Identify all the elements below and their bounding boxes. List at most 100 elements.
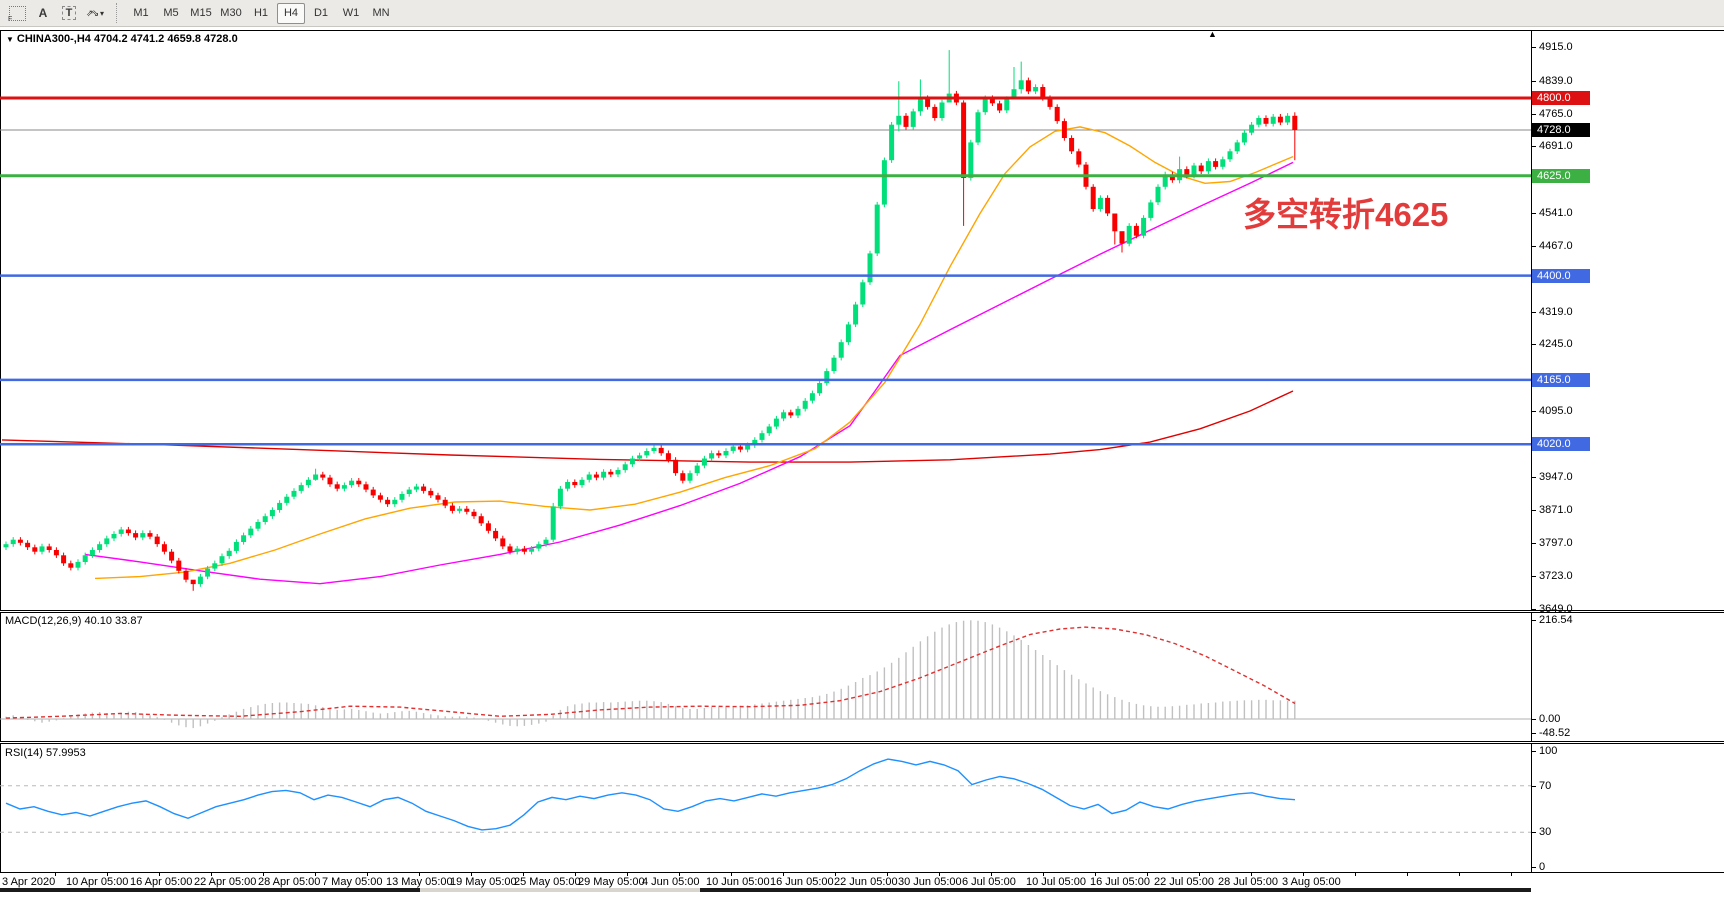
date-label: 10 Apr 05:00 <box>66 876 129 888</box>
timeframe-button-m1[interactable]: M1 <box>133 6 149 19</box>
chart-shift-marker-icon[interactable]: ▲ <box>1208 29 1217 39</box>
date-tick-mark <box>315 873 316 876</box>
timeframe-button-w1[interactable]: W1 <box>342 6 360 19</box>
macd-histogram-bar <box>134 712 137 719</box>
candle-body <box>759 433 765 440</box>
timeframe-button-m15[interactable]: M15 <box>190 6 212 19</box>
price-tick-label: 4839.0 <box>1539 75 1573 87</box>
horizontal-scrollbar-thumb[interactable] <box>420 888 700 892</box>
date-label: 25 May 05:00 <box>514 876 581 888</box>
candle-body <box>860 282 866 305</box>
candle-body <box>1097 197 1103 209</box>
candle-body <box>1119 231 1125 244</box>
macd-histogram-bar <box>192 719 194 729</box>
macd-histogram-bar <box>617 702 619 719</box>
candle-body <box>1270 116 1276 124</box>
macd-histogram-bar <box>1085 683 1087 719</box>
macd-histogram-bar <box>991 624 994 719</box>
macd-histogram-bar <box>509 719 511 726</box>
macd-histogram-bar <box>77 714 79 719</box>
symbol-dropdown-caret-icon[interactable]: ▼ <box>6 35 14 44</box>
text-label-tool-icon[interactable]: T <box>57 3 81 23</box>
date-tick-mark <box>159 873 160 876</box>
timeframe-button-h4[interactable]: H4 <box>277 2 305 24</box>
candle-body <box>1205 161 1211 172</box>
candle-body <box>1256 118 1262 125</box>
candle-body <box>10 539 16 545</box>
macd-histogram-bar <box>1294 700 1296 719</box>
timeframe-button-h1[interactable]: H1 <box>253 6 269 19</box>
rsi-line <box>5 758 1296 831</box>
candle-body <box>1025 80 1031 92</box>
macd-histogram-bar <box>768 702 770 719</box>
macd-histogram-bar <box>163 719 166 720</box>
macd-histogram-bar <box>660 702 662 719</box>
macd-histogram-bar <box>559 709 562 719</box>
text-tool-glyph: T <box>61 6 77 20</box>
candle-body <box>500 538 506 547</box>
arrows-tool-icon[interactable]: ⇗⇘ ▾ <box>83 3 107 23</box>
candle-body <box>313 474 319 480</box>
date-tick-mark <box>263 873 264 876</box>
rsi-tick-label: 100 <box>1539 745 1558 757</box>
rsi-canvas <box>0 758 1531 833</box>
macd-histogram-bar <box>1171 706 1174 719</box>
candle-body <box>421 486 427 491</box>
date-label: 7 May 05:00 <box>322 876 383 888</box>
candle-body <box>3 544 9 548</box>
rsi-indicator-label: RSI(14) 57.9953 <box>5 747 86 759</box>
candle-body <box>1162 174 1168 187</box>
candle-body <box>75 561 81 568</box>
macd-histogram-bar <box>934 631 936 719</box>
date-label: 10 Jun 05:00 <box>706 876 770 888</box>
macd-histogram-bar <box>98 712 101 719</box>
rsi-pane-divider[interactable] <box>0 741 1724 744</box>
candle-body <box>1133 225 1139 236</box>
macd-histogram-bar <box>818 695 821 719</box>
macd-histogram-bar <box>286 702 288 719</box>
candle-body <box>1213 161 1219 167</box>
date-label: 16 Apr 05:00 <box>130 876 193 888</box>
timeframe-button-m30[interactable]: M30 <box>220 6 242 19</box>
candle-body <box>1169 174 1175 181</box>
dropdown-caret-icon[interactable]: ▾ <box>100 8 105 18</box>
timeframe-button-mn[interactable]: MN <box>372 6 390 19</box>
font-tool-icon[interactable]: A <box>38 6 48 20</box>
macd-indicator-label: MACD(12,26,9) 40.10 33.87 <box>5 615 143 627</box>
macd-histogram-bar <box>487 719 490 721</box>
price-tick-mark <box>1531 312 1536 313</box>
chart-frame-icon[interactable]: F <box>5 3 29 23</box>
price-tick-mark <box>1531 543 1536 544</box>
candle-body <box>133 533 139 538</box>
price-tick-mark <box>1531 609 1536 610</box>
date-tick-mark <box>783 873 784 876</box>
timeframe-button-m5[interactable]: M5 <box>163 6 179 19</box>
candle-body <box>1184 169 1190 176</box>
date-tick-mark <box>991 873 992 876</box>
timeframe-button-d1[interactable]: D1 <box>313 6 329 19</box>
macd-tick-label: 216.54 <box>1539 614 1573 626</box>
macd-histogram-bar <box>34 719 36 722</box>
macd-histogram-bar <box>415 711 418 719</box>
date-tick-mark <box>471 873 472 876</box>
candle-body <box>349 480 355 486</box>
candle-body <box>680 473 686 481</box>
macd-histogram-bar <box>444 716 446 719</box>
horizontal-scrollbar-track[interactable] <box>0 888 1531 892</box>
candle-body <box>464 508 470 512</box>
macd-histogram-bar <box>754 704 756 719</box>
candle-body <box>226 550 232 557</box>
price-tick-mark <box>1531 411 1536 412</box>
macd-histogram-bar <box>1265 699 1267 719</box>
macd-histogram-bar <box>278 702 281 719</box>
macd-histogram-bar <box>386 713 389 719</box>
macd-histogram-bar <box>336 709 338 719</box>
candle-body <box>752 439 758 446</box>
macd-histogram-bar <box>926 636 929 719</box>
candle-body <box>845 324 851 343</box>
macd-pane-divider[interactable] <box>0 610 1724 613</box>
macd-histogram-bar <box>106 713 108 719</box>
ma-slow-red-line <box>1 390 1294 463</box>
macd-histogram-bar <box>1236 700 1238 719</box>
candle-body <box>982 98 988 113</box>
